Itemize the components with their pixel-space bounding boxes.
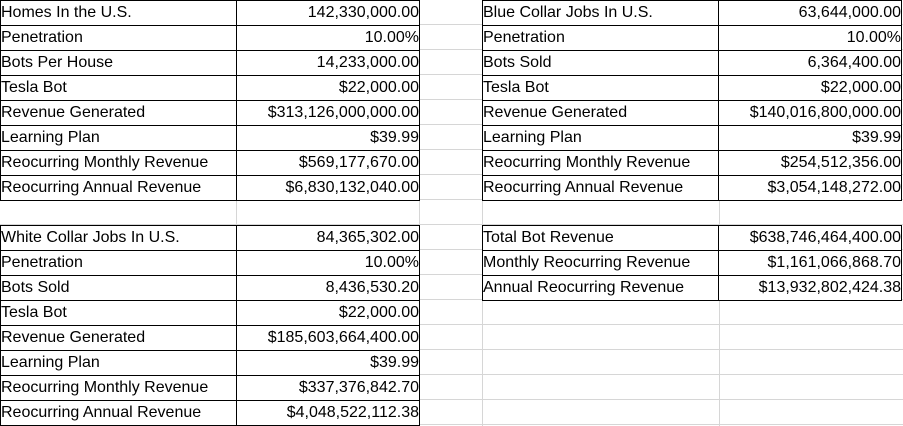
cell-label[interactable]: Blue Collar Jobs In U.S.: [482, 0, 719, 26]
table-row: Revenue Generated $185,603,664,400.00: [0, 325, 420, 351]
cell-label[interactable]: Reocurring Annual Revenue: [0, 400, 237, 426]
table-row: Annual Reocurring Revenue $13,932,802,42…: [482, 275, 902, 301]
table-row: Tesla Bot $22,000.00: [482, 75, 902, 101]
table-row: White Collar Jobs In U.S. 84,365,302.00: [0, 225, 420, 251]
cell-value[interactable]: $254,512,356.00: [718, 150, 902, 176]
cell-label[interactable]: Reocurring Annual Revenue: [482, 175, 719, 201]
table-row: Revenue Generated $313,126,000,000.00: [0, 100, 420, 126]
table-row: Tesla Bot $22,000.00: [0, 300, 420, 326]
table-row: Reocurring Annual Revenue $6,830,132,040…: [0, 175, 420, 201]
cell-value[interactable]: $22,000.00: [718, 75, 902, 101]
cell-label[interactable]: Reocurring Monthly Revenue: [482, 150, 719, 176]
cell-label[interactable]: Reocurring Monthly Revenue: [0, 375, 237, 401]
cell-label[interactable]: Learning Plan: [0, 125, 237, 151]
cell-value[interactable]: $569,177,670.00: [236, 150, 420, 176]
cell-label[interactable]: White Collar Jobs In U.S.: [0, 225, 237, 251]
table-row: Reocurring Monthly Revenue $254,512,356.…: [482, 150, 902, 176]
cell-label[interactable]: Monthly Reocurring Revenue: [482, 250, 719, 276]
cell-value[interactable]: 14,233,000.00: [236, 50, 420, 76]
cell-label[interactable]: Penetration: [482, 25, 719, 51]
cell-value[interactable]: $337,376,842.70: [236, 375, 420, 401]
cell-value[interactable]: $22,000.00: [236, 300, 420, 326]
table-row: Penetration 10.00%: [0, 250, 420, 276]
cell-value[interactable]: $638,746,464,400.00: [718, 225, 902, 251]
cell-value[interactable]: 6,364,400.00: [718, 50, 902, 76]
table-blue-collar-jobs: Blue Collar Jobs In U.S. 63,644,000.00 P…: [482, 0, 902, 201]
cell-value[interactable]: 84,365,302.00: [236, 225, 420, 251]
cell-label[interactable]: Revenue Generated: [0, 325, 237, 351]
cell-label[interactable]: Learning Plan: [0, 350, 237, 376]
cell-value[interactable]: $313,126,000,000.00: [236, 100, 420, 126]
gridline-col-d-e: [719, 0, 720, 426]
cell-label[interactable]: Reocurring Monthly Revenue: [0, 150, 237, 176]
cell-value[interactable]: $39.99: [718, 125, 902, 151]
table-row: Reocurring Monthly Revenue $569,177,670.…: [0, 150, 420, 176]
cell-value[interactable]: $185,603,664,400.00: [236, 325, 420, 351]
cell-value[interactable]: $4,048,522,112.38: [236, 400, 420, 426]
cell-label[interactable]: Total Bot Revenue: [482, 225, 719, 251]
table-row: Tesla Bot $22,000.00: [0, 75, 420, 101]
cell-label[interactable]: Revenue Generated: [0, 100, 237, 126]
table-white-collar-jobs: White Collar Jobs In U.S. 84,365,302.00 …: [0, 225, 420, 426]
cell-label[interactable]: Penetration: [0, 25, 237, 51]
cell-label[interactable]: Learning Plan: [482, 125, 719, 151]
gridline-col-b-c: [419, 0, 420, 426]
cell-value[interactable]: $140,016,800,000.00: [718, 100, 902, 126]
table-row: Total Bot Revenue $638,746,464,400.00: [482, 225, 902, 251]
cell-label[interactable]: Tesla Bot: [482, 75, 719, 101]
cell-value[interactable]: $6,830,132,040.00: [236, 175, 420, 201]
cell-label[interactable]: Annual Reocurring Revenue: [482, 275, 719, 301]
cell-label[interactable]: Bots Sold: [0, 275, 237, 301]
gridline-col-c-d: [482, 0, 483, 426]
cell-label[interactable]: Tesla Bot: [0, 75, 237, 101]
cell-label[interactable]: Tesla Bot: [0, 300, 237, 326]
cell-value[interactable]: $39.99: [236, 350, 420, 376]
table-totals: Total Bot Revenue $638,746,464,400.00 Mo…: [482, 225, 902, 301]
table-homes-in-us: Homes In the U.S. 142,330,000.00 Penetra…: [0, 0, 420, 201]
table-row: Bots Per House 14,233,000.00: [0, 50, 420, 76]
cell-label[interactable]: Penetration: [0, 250, 237, 276]
table-row: Penetration 10.00%: [0, 25, 420, 51]
cell-value[interactable]: 10.00%: [236, 25, 420, 51]
gridline-col-a-b: [236, 0, 237, 426]
cell-value[interactable]: 8,436,530.20: [236, 275, 420, 301]
cell-label[interactable]: Bots Sold: [482, 50, 719, 76]
table-row: Reocurring Monthly Revenue $337,376,842.…: [0, 375, 420, 401]
cell-value[interactable]: $13,932,802,424.38: [718, 275, 902, 301]
cell-label[interactable]: Homes In the U.S.: [0, 0, 237, 26]
table-row: Homes In the U.S. 142,330,000.00: [0, 0, 420, 26]
table-row: Reocurring Annual Revenue $3,054,148,272…: [482, 175, 902, 201]
cell-value[interactable]: $3,054,148,272.00: [718, 175, 902, 201]
table-row: Penetration 10.00%: [482, 25, 902, 51]
table-row: Learning Plan $39.99: [0, 125, 420, 151]
cell-label[interactable]: Bots Per House: [0, 50, 237, 76]
cell-value[interactable]: $1,161,066,868.70: [718, 250, 902, 276]
table-row: Bots Sold 6,364,400.00: [482, 50, 902, 76]
cell-label[interactable]: Reocurring Annual Revenue: [0, 175, 237, 201]
table-row: Bots Sold 8,436,530.20: [0, 275, 420, 301]
cell-value[interactable]: $39.99: [236, 125, 420, 151]
cell-value[interactable]: 63,644,000.00: [718, 0, 902, 26]
table-row: Learning Plan $39.99: [482, 125, 902, 151]
cell-value[interactable]: 10.00%: [718, 25, 902, 51]
table-row: Reocurring Annual Revenue $4,048,522,112…: [0, 400, 420, 426]
cell-value[interactable]: 142,330,000.00: [236, 0, 420, 26]
table-row: Blue Collar Jobs In U.S. 63,644,000.00: [482, 0, 902, 26]
cell-value[interactable]: 10.00%: [236, 250, 420, 276]
table-row: Learning Plan $39.99: [0, 350, 420, 376]
table-row: Monthly Reocurring Revenue $1,161,066,86…: [482, 250, 902, 276]
table-row: Revenue Generated $140,016,800,000.00: [482, 100, 902, 126]
cell-label[interactable]: Revenue Generated: [482, 100, 719, 126]
cell-value[interactable]: $22,000.00: [236, 75, 420, 101]
